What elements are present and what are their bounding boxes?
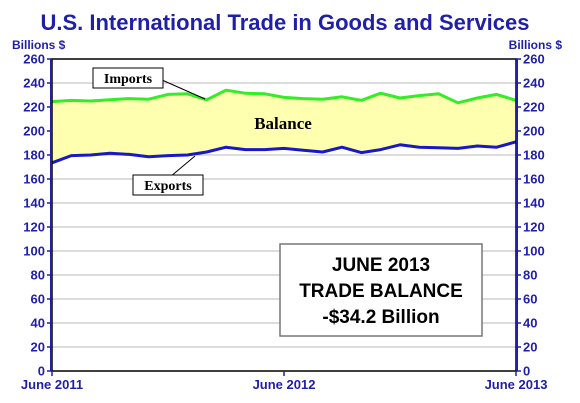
imports-label: Imports [104,72,153,87]
callout-line-1: JUNE 2013 [332,255,430,276]
y-tick-label-left-140: 140 [23,196,45,211]
x-axis: June 2011 June 2012 June 2013 [21,371,548,392]
y-tick-label-right-120: 120 [523,220,545,235]
exports-label: Exports [144,179,192,194]
callout-box [279,243,483,337]
y-tick-label-left-100: 100 [23,244,45,259]
y-tick-label-left-260: 260 [23,52,45,67]
y-tick-label-left-80: 80 [31,268,45,283]
callout-line-2: TRADE BALANCE [299,281,463,302]
y-tick-label-right-240: 240 [523,76,545,91]
y-tick-label-right-80: 80 [523,268,537,283]
y-tick-label-right-180: 180 [523,148,545,163]
x-tick-label-2: June 2013 [485,377,548,392]
y-tick-label-left-20: 20 [31,340,45,355]
callout-line-3: -$34.2 Billion [322,307,439,328]
y-tick-label-right-260: 260 [523,52,545,67]
y-tick-label-right-60: 60 [523,292,537,307]
chart-title: U.S. International Trade in Goods and Se… [40,10,529,35]
y-tick-label-right-200: 200 [523,124,545,139]
x-tick-label-1: June 2012 [253,377,316,392]
y-tick-label-right-140: 140 [523,196,545,211]
exports-leader-line [169,155,196,178]
exports-line [51,140,517,165]
y-axis-unit-right: Billions $ [509,38,563,52]
series-lines [51,88,517,165]
y-tick-label-left-0: 0 [38,364,45,379]
balance-label: Balance [254,114,312,133]
y-tick-label-left-120: 120 [23,220,45,235]
y-tick-label-right-20: 20 [523,340,537,355]
exports-annotation: Exports [132,155,204,196]
y-tick-label-right-0: 0 [523,364,530,379]
y-axis-right: 0 20 40 60 80 100 120 140 160 180 200 220 240 260 [516,52,545,379]
y-tick-label-right-40: 40 [523,316,537,331]
y-axis-left: 0 20 40 60 80 100 120 140 160 180 200 220 240 260 [23,52,52,379]
trade-balance-callout: JUNE 2013 TRADE BALANCE -$34.2 Billion [279,243,483,337]
y-axis-unit-left: Billions $ [12,38,66,52]
y-tick-label-left-240: 240 [23,76,45,91]
imports-leader-line [161,79,206,100]
y-tick-label-left-60: 60 [31,292,45,307]
y-tick-label-left-200: 200 [23,124,45,139]
x-tick-label-0: June 2011 [21,377,83,392]
imports-label-box [92,67,164,89]
imports-annotation: Imports [92,67,206,100]
y-tick-label-left-160: 160 [23,172,45,187]
y-tick-label-right-100: 100 [523,244,545,259]
y-tick-label-left-180: 180 [23,148,45,163]
y-tick-label-right-160: 160 [523,172,545,187]
exports-label-box [132,174,204,196]
imports-line [51,88,517,105]
y-tick-label-left-40: 40 [31,316,45,331]
y-tick-label-left-220: 220 [23,100,45,115]
y-tick-label-right-220: 220 [523,100,545,115]
